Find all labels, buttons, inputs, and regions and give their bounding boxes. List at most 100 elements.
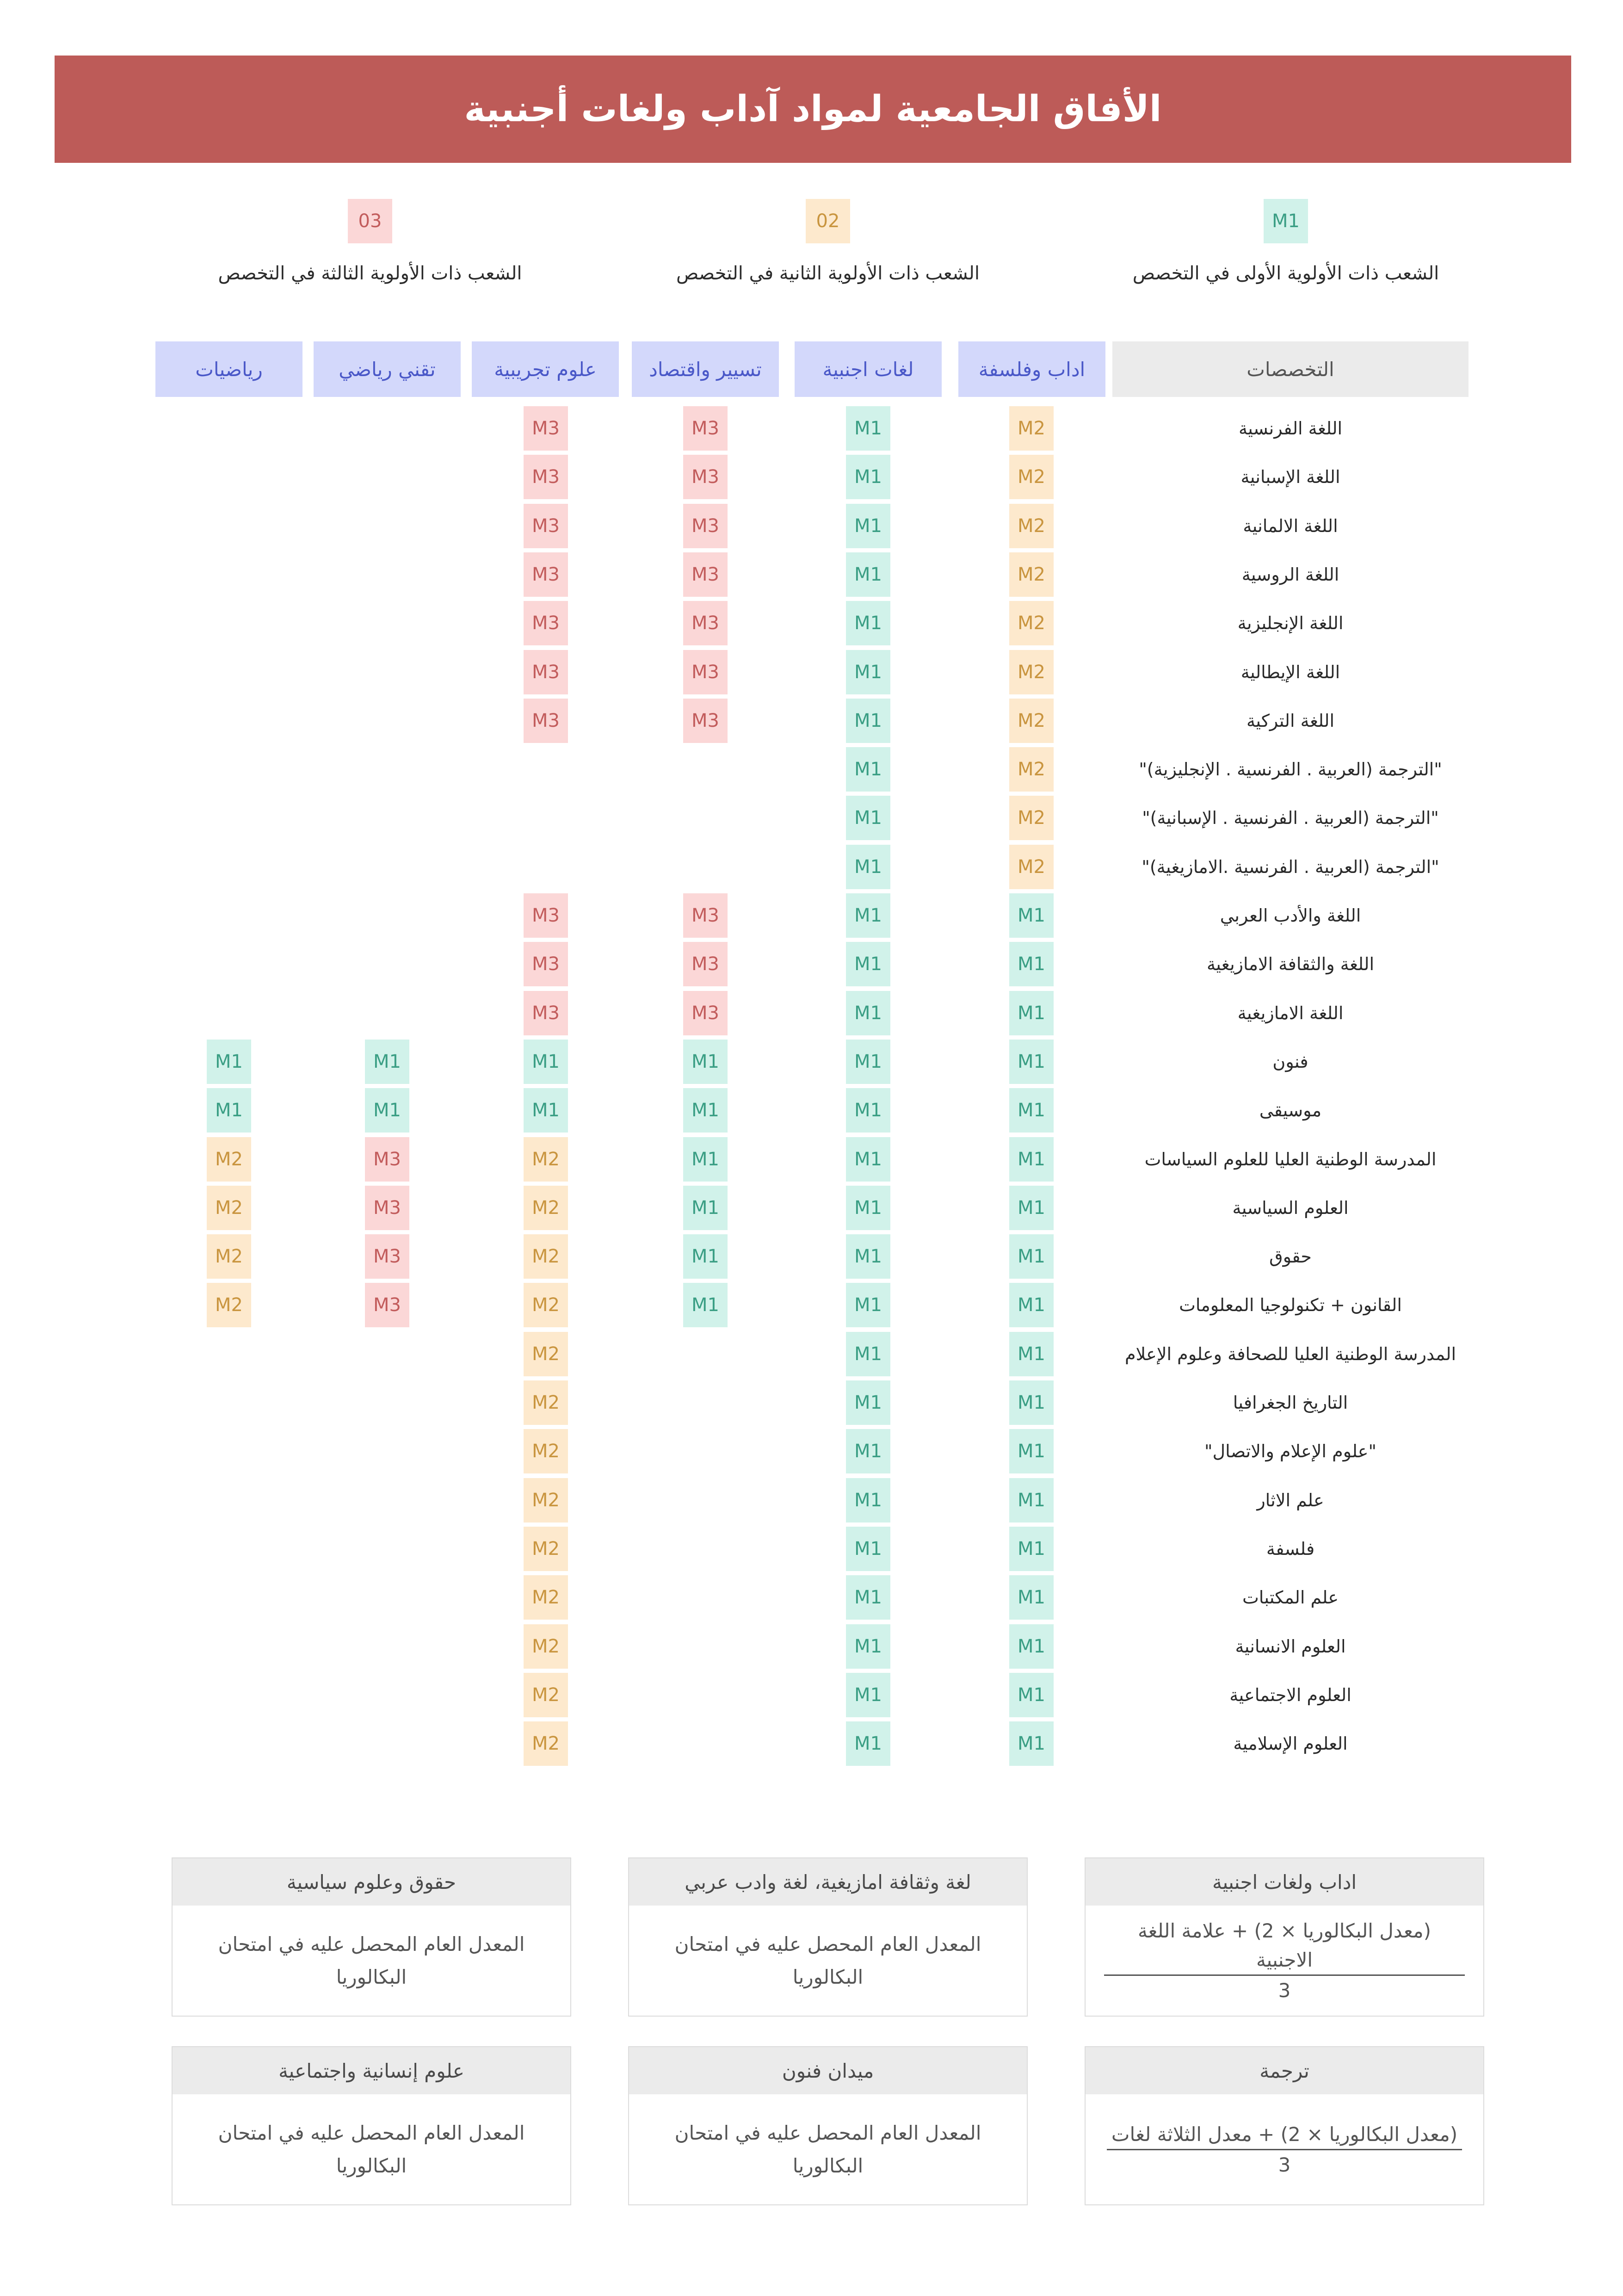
priority-badge-m2: M2 (1009, 601, 1054, 645)
priority-badge-m1: M1 (683, 1234, 728, 1279)
priority-badge-m3: M3 (683, 991, 728, 1035)
priority-badge-m2: M2 (1009, 552, 1054, 597)
header-specialties: التخصصات (1112, 341, 1469, 397)
row-label: اللغة الإسبانية (1240, 467, 1340, 487)
priority-badge-m1: M1 (846, 845, 890, 889)
priority-badge-m3: M3 (524, 601, 568, 645)
legend-priority-2: 02 الشعب ذات الأولوية الثانية في التخصص (601, 199, 1055, 284)
priority-badge-m1: M1 (846, 455, 890, 499)
row-label: التاريخ الجغرافيا (1233, 1392, 1348, 1413)
priority-badge-m3: M3 (365, 1234, 409, 1279)
priority-badge-m1: M1 (1009, 1380, 1054, 1425)
row-label: علم الاثار (1257, 1490, 1324, 1510)
priority-badge-m1: M1 (846, 1283, 890, 1327)
priority-badge-m1: M1 (207, 1040, 251, 1084)
priority-badge-m2: M2 (524, 1673, 568, 1717)
priority-badge-m3: M3 (683, 455, 728, 499)
priority-badge-m1: M1 (846, 552, 890, 597)
header-column-management-economics: تسيير واقتصاد (632, 341, 779, 397)
priority-badge-m1: M1 (524, 1040, 568, 1084)
priority-badge-m1: M1 (1009, 1575, 1054, 1620)
formula-title: ميدان فنون (629, 2047, 1027, 2094)
priority-badge-m1: M1 (846, 1429, 890, 1473)
priority-badge-m2: M2 (524, 1478, 568, 1522)
priority-badge-m2: M2 (1009, 455, 1054, 499)
priority-badge-m1: M1 (1009, 1332, 1054, 1376)
row-label: المدرسة الوطنية العليا للصحافة وعلوم الإ… (1124, 1344, 1456, 1364)
priority-badge-m1: M1 (1009, 1088, 1054, 1133)
priority-badge-m2: M2 (207, 1137, 251, 1182)
priority-badge-m1: M1 (846, 699, 890, 743)
formula-card-humanities-social: علوم إنسانية واجتماعية المعدل العام المح… (172, 2046, 571, 2205)
priority-badge-m1: M1 (846, 1088, 890, 1133)
priority-badge-m1: M1 (1009, 1527, 1054, 1571)
priority-badge-m1: M1 (1009, 1186, 1054, 1230)
priority-badge-m1: M1 (1009, 893, 1054, 938)
priority-badge-m1: M1 (846, 1234, 890, 1279)
priority-badge-m2: M2 (524, 1624, 568, 1669)
legend-badge-02: 02 (806, 199, 850, 243)
priority-badge-m1: M1 (207, 1088, 251, 1133)
legend-priority-1: M1 الشعب ذات الأولوية الأولى في التخصص (1059, 199, 1512, 284)
formula-numerator: (معدل البكالوريا × 2) + علامة اللغة الاج… (1104, 1916, 1465, 1976)
formula-title: علوم إنسانية واجتماعية (173, 2047, 570, 2094)
priority-badge-m3: M3 (365, 1283, 409, 1327)
row-label: اللغة والأدب العربي (1220, 905, 1361, 926)
row-label: فلسفة (1266, 1539, 1315, 1559)
priority-badge-m1: M1 (1009, 1673, 1054, 1717)
row-label: اللغة الفرنسية (1238, 418, 1343, 439)
priority-badge-m2: M2 (524, 1429, 568, 1473)
priority-badge-m3: M3 (365, 1137, 409, 1182)
priority-badge-m1: M1 (1009, 1478, 1054, 1522)
priority-badge-m1: M1 (846, 1527, 890, 1571)
priority-badge-m3: M3 (683, 650, 728, 694)
priority-badge-m1: M1 (846, 406, 890, 451)
row-label: علم المكتبات (1242, 1587, 1339, 1608)
formula-title: اداب ولغات اجنبية (1086, 1858, 1483, 1906)
formula-denominator: 3 (1278, 1979, 1291, 2002)
formula-card-arts: ميدان فنون المعدل العام المحصل عليه في ا… (628, 2046, 1028, 2205)
formula-numerator: (معدل البكالوريا × 2) + معدل الثلاثة لغا… (1106, 2120, 1463, 2150)
priority-badge-m2: M2 (1009, 406, 1054, 451)
priority-badge-m3: M3 (683, 552, 728, 597)
row-label: العلوم الانسانية (1235, 1636, 1346, 1657)
row-label: "علوم الإعلام والاتصال" (1204, 1441, 1376, 1461)
priority-badge-m3: M3 (524, 455, 568, 499)
formula-title: لغة وثقافة امازيغية، لغة وادب عربي (629, 1858, 1027, 1906)
formula-fraction: (معدل البكالوريا × 2) + علامة اللغة الاج… (1104, 1916, 1465, 2005)
row-label: اللغة الالمانية (1243, 516, 1338, 536)
priority-badge-m1: M1 (846, 1624, 890, 1669)
formula-card-literature-languages: اداب ولغات اجنبية (معدل البكالوريا × 2) … (1085, 1857, 1484, 2017)
priority-badge-m3: M3 (524, 504, 568, 548)
formula-text: المعدل العام المحصل عليه في امتحان البكا… (218, 1932, 525, 1988)
priority-badge-m1: M1 (846, 991, 890, 1035)
priority-badge-m1: M1 (846, 650, 890, 694)
priority-badge-m3: M3 (524, 942, 568, 986)
priority-badge-m1: M1 (1009, 1721, 1054, 1766)
priority-badge-m1: M1 (683, 1283, 728, 1327)
legend-caption-1: الشعب ذات الأولوية الأولى في التخصص (1132, 263, 1439, 284)
header-column-experimental-sciences: علوم تجريبية (472, 341, 619, 397)
priority-badge-m1: M1 (1009, 942, 1054, 986)
priority-badge-m1: M1 (365, 1088, 409, 1133)
priority-badge-m1: M1 (365, 1040, 409, 1084)
priority-badge-m3: M3 (524, 699, 568, 743)
priority-badge-m1: M1 (846, 747, 890, 792)
formula-card-amazigh-arabic: لغة وثقافة امازيغية، لغة وادب عربي المعد… (628, 1857, 1028, 2017)
priority-badge-m2: M2 (1009, 747, 1054, 792)
priority-badge-m3: M3 (683, 699, 728, 743)
header-column-mathematics: رياضيات (155, 341, 302, 397)
priority-badge-m3: M3 (683, 406, 728, 451)
priority-badge-m1: M1 (1009, 1137, 1054, 1182)
priority-badge-m3: M3 (365, 1186, 409, 1230)
row-label: "الترجمة (العربية . الفرنسية . الإنجليزي… (1139, 759, 1442, 780)
priority-badge-m1: M1 (683, 1137, 728, 1182)
priority-badge-m3: M3 (683, 504, 728, 548)
priority-badge-m1: M1 (1009, 1040, 1054, 1084)
priority-badge-m2: M2 (207, 1234, 251, 1279)
row-label: القانون + تكنولوجيا المعلومات (1179, 1295, 1402, 1315)
row-label: موسيقى (1259, 1100, 1322, 1120)
header-column-technical-math: تقني رياضي (314, 341, 461, 397)
priority-badge-m3: M3 (524, 650, 568, 694)
priority-badge-m1: M1 (846, 1575, 890, 1620)
